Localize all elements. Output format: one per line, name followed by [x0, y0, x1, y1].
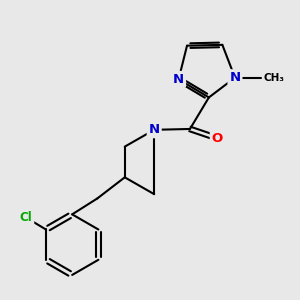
- Text: N: N: [148, 123, 160, 136]
- Text: N: N: [173, 73, 184, 86]
- Text: CH₃: CH₃: [263, 73, 284, 83]
- Text: N: N: [230, 71, 241, 84]
- Text: O: O: [212, 132, 223, 145]
- Text: Cl: Cl: [20, 211, 32, 224]
